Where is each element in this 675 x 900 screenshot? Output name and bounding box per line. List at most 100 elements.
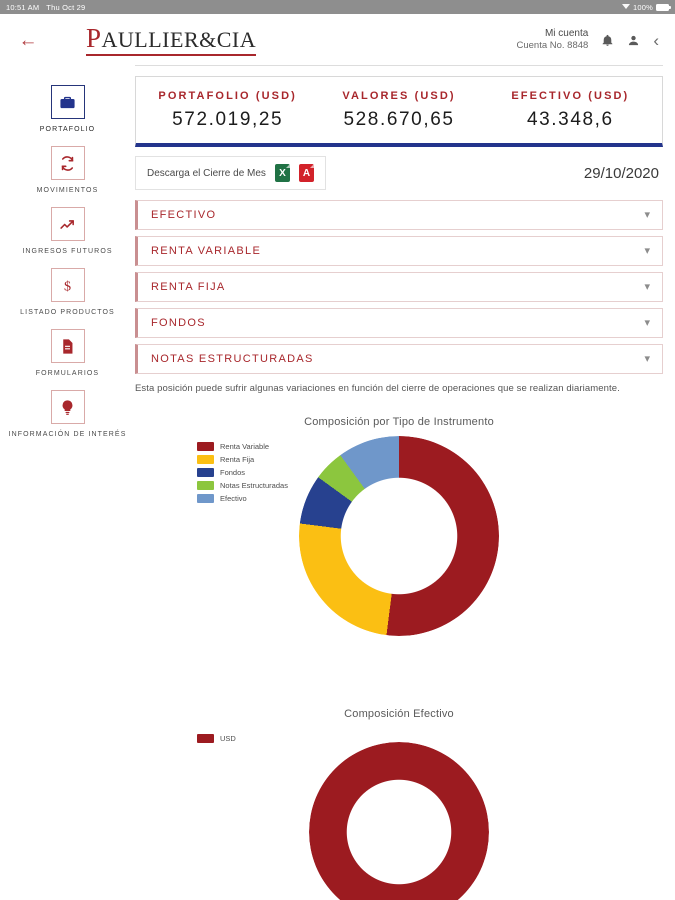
download-label: Descarga el Cierre de Mes xyxy=(147,167,266,179)
chart-legend: USD xyxy=(197,734,236,743)
sidebar-item-label: PORTAFOLIO xyxy=(39,126,96,133)
status-bar-left: 10:51 AM Thu Oct 29 xyxy=(6,3,85,12)
accordion-label: RENTA VARIABLE xyxy=(151,245,262,257)
sidebar-item-label: LISTADO PRODUCTOS xyxy=(20,309,115,316)
bell-icon xyxy=(602,34,613,46)
position-disclaimer: Esta posición puede sufrir algunas varia… xyxy=(135,383,620,394)
header-divider xyxy=(135,65,663,66)
chevron-down-icon: ▾ xyxy=(644,208,650,221)
legend-label: Renta Variable xyxy=(220,442,270,451)
instrument-accordion-list: EFECTIVO ▾ RENTA VARIABLE ▾ RENTA FIJA ▾… xyxy=(135,200,663,374)
status-bar-right: 100% xyxy=(622,2,671,12)
legend-swatch xyxy=(197,442,214,451)
sidebar: PORTAFOLIO MOVIMIENTOS INGRESOS FUTUROS xyxy=(0,66,135,900)
app-header: ← PAULLIER&CIA Mi cuenta Cuenta No. 8848… xyxy=(0,14,675,66)
download-row: Descarga el Cierre de Mes X A 29/10/2020 xyxy=(135,156,663,190)
legend-item: USD xyxy=(197,734,236,743)
legend-swatch xyxy=(197,481,214,490)
legend-swatch xyxy=(197,455,214,464)
legend-label: USD xyxy=(220,734,236,743)
statement-date: 29/10/2020 xyxy=(583,164,659,182)
sidebar-item-movimientos[interactable]: MOVIMIENTOS xyxy=(0,139,135,199)
user-icon xyxy=(629,35,639,45)
legend-label: Notas Estructuradas xyxy=(220,481,288,490)
accordion-renta-fija[interactable]: RENTA FIJA ▾ xyxy=(135,272,663,302)
refresh-icon xyxy=(61,155,74,171)
notifications-button[interactable] xyxy=(601,33,614,48)
status-date: Thu Oct 29 xyxy=(46,2,86,12)
lightbulb-icon xyxy=(62,399,73,415)
logo-initial: P xyxy=(86,23,102,54)
excel-file-icon[interactable]: X xyxy=(274,164,290,182)
status-bar: 10:51 AM Thu Oct 29 100% xyxy=(0,0,675,14)
status-time: 10:51 AM xyxy=(6,2,40,12)
chart-title: Composición por Tipo de Instrumento xyxy=(304,416,494,428)
chart-title: Composición Efectivo xyxy=(344,708,454,720)
summary-label: EFECTIVO (USD) xyxy=(511,90,630,102)
sidebar-item-label: INGRESOS FUTUROS xyxy=(22,248,113,255)
sidebar-item-portafolio[interactable]: PORTAFOLIO xyxy=(0,78,135,138)
legend-swatch xyxy=(197,734,214,743)
legend-item: Efectivo xyxy=(197,494,288,503)
legend-item: Renta Fija xyxy=(197,455,288,464)
donut-chart-instrumentos[interactable] xyxy=(299,436,499,636)
battery-icon xyxy=(656,3,671,11)
chart-composicion-efectivo: Composición Efectivo USD xyxy=(135,708,663,900)
summary-label: VALORES (USD) xyxy=(342,90,456,102)
accordion-label: NOTAS ESTRUCTURADAS xyxy=(151,353,314,365)
logo-text: AULLIER&CIA xyxy=(101,27,257,53)
legend-item: Fondos xyxy=(197,468,288,477)
donut-chart-efectivo[interactable] xyxy=(309,742,489,900)
sidebar-item-label: MOVIMIENTOS xyxy=(36,187,99,194)
summary-value: 528.670,65 xyxy=(343,109,455,130)
sidebar-item-ingresos-futuros[interactable]: INGRESOS FUTUROS xyxy=(0,200,135,260)
chart-composicion-tipo-instrumento: Composición por Tipo de Instrumento Rent… xyxy=(135,416,663,636)
accordion-label: RENTA FIJA xyxy=(151,281,226,293)
trending-up-icon xyxy=(60,219,74,229)
accordion-efectivo[interactable]: EFECTIVO ▾ xyxy=(135,200,663,230)
summary-column-efectivo: EFECTIVO (USD) 43.348,6 xyxy=(485,90,656,131)
accordion-fondos[interactable]: FONDOS ▾ xyxy=(135,308,663,338)
sidebar-item-informacion-de-interes[interactable]: INFORMACIÓN DE INTERÉS xyxy=(0,383,135,443)
dollar-icon: $ xyxy=(64,278,71,294)
accordion-notas-estructuradas[interactable]: NOTAS ESTRUCTURADAS ▾ xyxy=(135,344,663,374)
account-number: Cuenta No. 8848 xyxy=(516,40,589,52)
sidebar-item-listado-productos[interactable]: $ LISTADO PRODUCTOS xyxy=(0,261,135,321)
collapse-panel-button[interactable]: ‹ xyxy=(653,30,659,50)
wifi-icon xyxy=(622,3,631,11)
sidebar-item-label: INFORMACIÓN DE INTERÉS xyxy=(8,431,127,438)
legend-item: Renta Variable xyxy=(197,442,288,451)
summary-column-portafolio: PORTAFOLIO (USD) 572.019,25 xyxy=(142,90,313,131)
sidebar-item-label: FORMULARIOS xyxy=(35,370,100,377)
document-icon xyxy=(63,338,73,354)
page-body: PORTAFOLIO MOVIMIENTOS INGRESOS FUTUROS xyxy=(0,66,675,900)
chevron-down-icon: ▾ xyxy=(644,352,650,365)
legend-item: Notas Estructuradas xyxy=(197,481,288,490)
accordion-label: FONDOS xyxy=(151,317,206,329)
chevron-down-icon: ▾ xyxy=(644,316,650,329)
accordion-renta-variable[interactable]: RENTA VARIABLE ▾ xyxy=(135,236,663,266)
portfolio-summary-card: PORTAFOLIO (USD) 572.019,25 VALORES (USD… xyxy=(135,76,663,147)
profile-button[interactable] xyxy=(627,33,640,48)
legend-label: Renta Fija xyxy=(220,455,255,464)
battery-percent: 100% xyxy=(633,2,653,12)
legend-label: Efectivo xyxy=(220,494,247,503)
download-box: Descarga el Cierre de Mes X A xyxy=(135,156,326,190)
summary-column-valores: VALORES (USD) 528.670,65 xyxy=(313,90,484,131)
svg-text:$: $ xyxy=(64,278,71,294)
brand-logo: PAULLIER&CIA xyxy=(86,23,257,56)
legend-label: Fondos xyxy=(220,468,246,477)
summary-value: 43.348,6 xyxy=(526,109,614,130)
summary-value: 572.019,25 xyxy=(172,109,284,130)
sidebar-item-formularios[interactable]: FORMULARIOS xyxy=(0,322,135,382)
account-info[interactable]: Mi cuenta Cuenta No. 8848 xyxy=(516,27,588,53)
legend-swatch xyxy=(197,494,214,503)
pdf-file-icon[interactable]: A xyxy=(298,164,314,182)
accordion-label: EFECTIVO xyxy=(151,209,217,221)
back-button[interactable]: ← xyxy=(18,29,38,51)
chevron-down-icon: ▾ xyxy=(644,280,650,293)
legend-swatch xyxy=(197,468,214,477)
account-title: Mi cuenta xyxy=(544,27,589,39)
chart-legend: Renta Variable Renta Fija Fondos Notas E… xyxy=(197,442,288,503)
header-actions: Mi cuenta Cuenta No. 8848 ‹ xyxy=(516,27,659,53)
